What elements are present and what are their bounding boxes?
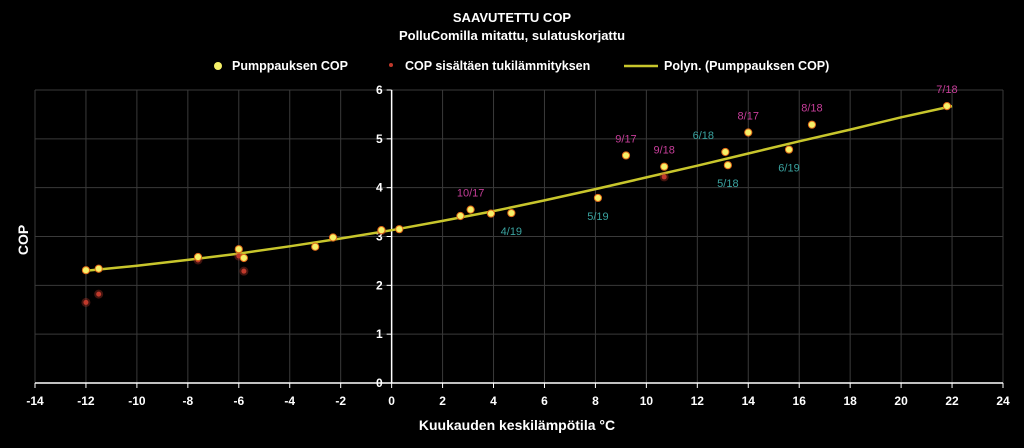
x-tick-label: 4 [490,394,497,408]
data-label: 8/18 [801,103,822,115]
data-label: 6/19 [778,163,799,175]
y-tick-label: 3 [376,230,383,244]
pump-cop-point [456,211,465,221]
red-point [96,291,102,297]
pump-cop-point [621,151,631,160]
legend-trend-label: Polyn. (Pumppauksen COP) [664,59,829,73]
x-tick-labels: -14 -12 -10 -8 -6 -4 -2 0 2 4 6 8 10 12 14 16 18 20 22 24 [26,394,1010,408]
chart-title: SAAVUTETTU COP [453,10,572,25]
data-label: 5/18 [717,178,738,190]
pump-cop-point [660,162,669,171]
x-tick-label: 16 [793,394,807,408]
legend-red-label: COP sisältäen tukilämmityksen [405,59,590,73]
x-tick-label: -14 [26,394,44,408]
x-tick-label: -10 [128,394,146,408]
x-tick-label: 18 [843,394,857,408]
red-point [241,268,247,274]
y-tick-label: 5 [376,132,383,146]
x-tick-label: -4 [284,394,295,408]
pump-cop-point [94,264,103,273]
pump-cop-point [311,242,320,251]
y-axis-title: COP [15,225,31,255]
pump-cop-point [81,266,91,275]
x-tick-label: 24 [996,394,1010,408]
data-label: 7/18 [936,84,957,96]
trendline-group [85,104,953,272]
y-tick-label: 4 [376,181,383,195]
chart-subtitle: PolluComilla mitattu, sulatuskorjattu [399,28,625,43]
pump-cop-point [486,209,496,218]
x-tick-label: 20 [894,394,908,408]
y-tick-labels: 0 1 2 3 4 5 6 [376,83,383,390]
legend-pump-marker [214,62,222,70]
data-label: 8/17 [738,110,759,122]
pump-cop-point [193,252,203,262]
pump-cop-point [239,253,248,263]
pump-cop-point [784,145,794,154]
axes [34,89,1004,388]
x-tick-label: 8 [592,394,599,408]
pump-cop-point [395,225,404,234]
data-label: 10/17 [457,188,485,200]
pump-cop-point [723,161,732,170]
x-tick-label: -6 [233,394,244,408]
legend-red-marker [389,63,393,67]
x-tick-label: -2 [335,394,346,408]
pump-cop-point [328,233,338,242]
data-label: 6/18 [693,130,714,142]
red-point [661,174,667,180]
x-tick-label: 14 [742,394,756,408]
x-tick-label: 10 [640,394,654,408]
x-tick-label: 12 [691,394,705,408]
pump-cop-point [744,128,753,137]
x-tick-label: 2 [439,394,446,408]
y-tick-label: 6 [376,83,383,97]
pump-cop-point [807,120,817,129]
pump-cop-point [234,245,243,254]
data-label: 9/17 [615,133,636,145]
data-label: 4/19 [501,226,522,238]
data-label: 5/19 [587,211,608,223]
data-labels: 10/17 4/19 5/19 9/17 9/18 6/18 5/18 8/17 6/19 8/1… [457,84,958,238]
x-tick-label: 6 [541,394,548,408]
pump-cop-point [507,208,516,218]
pump-cop-point [593,193,603,203]
legend-pump-label: Pumppauksen COP [232,59,348,73]
trendline [85,104,953,272]
legend: Pumppauksen COP COP sisältäen tukilämmit… [214,59,829,73]
x-tick-label: -12 [77,394,95,408]
pump-cop-point [721,147,730,157]
red-point [83,299,89,305]
x-axis-title: Kuukauden keskilämpötila °C [419,417,615,433]
y-tick-label: 2 [376,278,383,292]
x-tick-label: 0 [388,394,395,408]
data-label: 9/18 [653,145,674,157]
x-tick-label: 22 [945,394,959,408]
x-tick-label: -8 [183,394,194,408]
pump-cop-point [942,102,952,111]
pump-cop-point [377,226,386,235]
y-tick-label: 1 [376,327,383,341]
y-tick-label: 0 [376,376,383,390]
pump-cop-point [466,205,475,214]
data-points [81,102,952,307]
